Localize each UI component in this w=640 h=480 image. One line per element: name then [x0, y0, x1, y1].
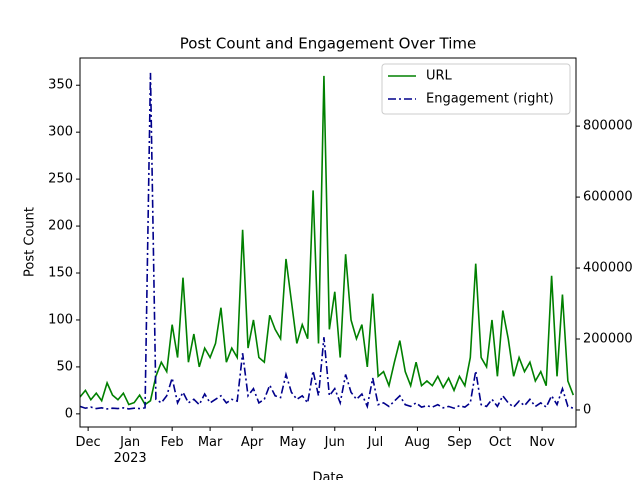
- y2-tick-label: 800000: [583, 119, 633, 134]
- y-tick-label: 350: [48, 78, 73, 93]
- series-line: [80, 75, 575, 406]
- x-tick-label: Oct: [489, 435, 511, 450]
- legend-label: URL: [426, 69, 453, 84]
- y2-tick-label: 600000: [583, 190, 633, 205]
- series-line: [80, 72, 574, 410]
- y-axis-label: Post Count: [23, 207, 38, 277]
- y-tick-label: 150: [48, 266, 73, 281]
- y-tick-label: 300: [48, 125, 73, 140]
- x-tick-label: Mar: [198, 435, 223, 450]
- x-tick-label: Apr: [241, 435, 264, 450]
- chart-title: Post Count and Engagement Over Time: [180, 35, 476, 53]
- x-tick-label: Feb: [161, 435, 184, 450]
- x-tick-label: Sep: [447, 435, 472, 450]
- y2-tick-label: 0: [583, 402, 591, 417]
- y2-tick-label: 200000: [583, 332, 633, 347]
- y-tick-label: 100: [48, 312, 73, 327]
- x-tick-label: Nov: [529, 435, 555, 450]
- y-tick-label: 0: [65, 406, 73, 421]
- x-tick-label: Jan 2023: [114, 435, 147, 466]
- plot-frame: [79, 57, 577, 428]
- x-tick-label: Jul: [367, 435, 384, 450]
- legend-box: [381, 63, 571, 115]
- x-axis-label: Date: [312, 471, 343, 480]
- legend-label: Engagement (right): [426, 92, 554, 107]
- y2-tick-label: 400000: [583, 261, 633, 276]
- x-tick-label: Aug: [405, 435, 430, 450]
- x-tick-label: May: [279, 435, 306, 450]
- y-tick-label: 250: [48, 172, 73, 187]
- y-tick-label: 50: [56, 359, 73, 374]
- y-tick-label: 200: [48, 219, 73, 234]
- x-tick-label: Jun: [324, 435, 345, 450]
- x-tick-label: Dec: [76, 435, 101, 450]
